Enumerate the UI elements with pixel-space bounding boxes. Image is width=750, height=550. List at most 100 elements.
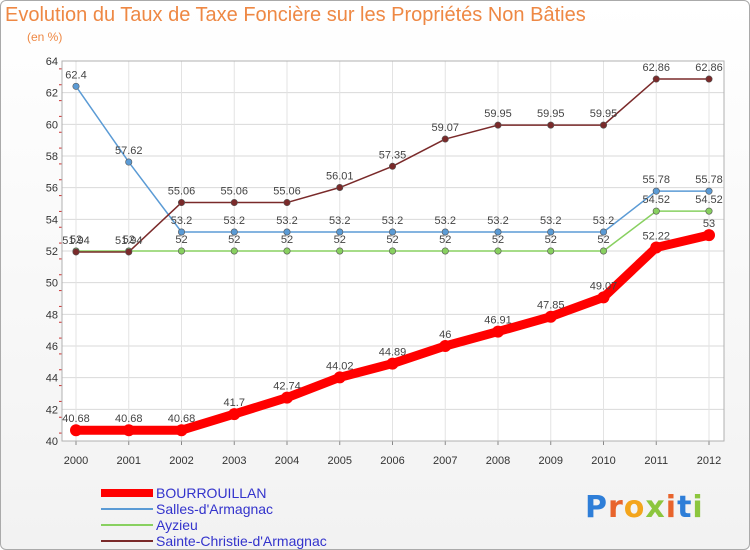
data-point — [178, 199, 186, 207]
y-tick-label: 50 — [46, 278, 58, 290]
data-point — [336, 247, 344, 255]
y-tick-label: 44 — [46, 373, 58, 385]
data-label: 53.2 — [487, 215, 508, 227]
legend-swatch — [101, 524, 153, 526]
data-label: 57.62 — [115, 145, 143, 157]
data-label: 40.68 — [62, 413, 90, 425]
y-tick-label: 46 — [46, 341, 58, 353]
data-label: 52 — [228, 234, 240, 246]
data-point — [599, 228, 607, 236]
data-point — [122, 424, 135, 437]
data-point — [705, 75, 713, 83]
data-point — [441, 135, 449, 143]
data-label: 55.78 — [642, 174, 670, 186]
legend-label: Sainte-Christie-d'Armagnac — [156, 533, 327, 549]
data-label: 53.2 — [329, 215, 350, 227]
data-point — [283, 247, 291, 255]
data-label: 52 — [334, 234, 346, 246]
data-label: 55.06 — [168, 186, 196, 198]
data-label: 52.22 — [642, 231, 670, 243]
data-label: 53 — [703, 218, 715, 230]
data-label: 44.02 — [326, 360, 354, 372]
data-point — [494, 247, 502, 255]
data-point — [652, 187, 660, 195]
data-label: 54.52 — [642, 194, 670, 206]
proxiti-logo: Proxiti — [585, 490, 704, 525]
x-tick-label: 2007 — [433, 455, 457, 467]
data-point — [703, 229, 715, 242]
x-tick-label: 2006 — [380, 455, 404, 467]
data-point — [283, 199, 291, 207]
data-label: 56.01 — [326, 171, 354, 183]
data-point — [125, 248, 133, 256]
data-label: 53.2 — [435, 215, 456, 227]
data-label: 52 — [281, 234, 293, 246]
y-tick-label: 42 — [46, 404, 58, 416]
data-labels: 51.94 51.94 55.06 55.06 55.06 56.01 57.35 59.07… — [62, 62, 723, 425]
y-tick-label: 54 — [46, 214, 58, 226]
data-label: 53.2 — [276, 215, 297, 227]
data-point — [230, 199, 238, 207]
data-label: 52 — [70, 234, 82, 246]
data-label: 49.07 — [590, 280, 618, 292]
data-label: 52 — [545, 234, 557, 246]
legend-label: Ayzieu — [156, 517, 198, 533]
data-label: 62.4 — [65, 69, 86, 81]
x-tick-label: 2009 — [539, 455, 563, 467]
y-tick-label: 62 — [46, 88, 58, 100]
data-label: 44.89 — [379, 347, 407, 359]
data-point — [228, 408, 241, 421]
data-label: 51.94 — [115, 235, 143, 247]
y-tick-label: 56 — [46, 183, 58, 195]
y-tick-label: 58 — [46, 151, 58, 163]
data-point — [388, 162, 396, 170]
data-point — [386, 357, 399, 370]
data-label: 52 — [175, 234, 187, 246]
y-tick-label: 40 — [46, 436, 58, 448]
logo-letter: t — [677, 490, 693, 525]
data-point — [705, 207, 713, 215]
data-label: 59.95 — [537, 108, 565, 120]
data-point — [72, 248, 80, 256]
data-label: 62.86 — [695, 62, 723, 74]
data-label: 52 — [492, 234, 504, 246]
legend-label: BOURROUILLAN — [156, 485, 267, 501]
data-label: 46 — [439, 329, 451, 341]
data-label: 54.52 — [695, 194, 723, 206]
data-point — [441, 228, 449, 236]
data-point — [547, 228, 555, 236]
axes: 40 42 44 46 48 50 52 54 56 58 60 62 64 2000 2001 2002 20… — [46, 56, 725, 467]
logo-letter: r — [608, 490, 624, 525]
data-point — [178, 228, 186, 236]
x-tick-label: 2010 — [591, 455, 615, 467]
data-label: 40.68 — [115, 413, 143, 425]
y-tick-label: 48 — [46, 309, 58, 321]
logo-letter: i — [692, 490, 704, 525]
data-label: 52 — [439, 234, 451, 246]
data-label: 47.85 — [537, 300, 565, 312]
data-point — [650, 241, 663, 254]
chart-subtitle: (en %) — [27, 30, 63, 44]
data-point — [547, 121, 555, 129]
data-label: 53.2 — [224, 215, 245, 227]
data-point — [283, 228, 291, 236]
data-point — [652, 207, 660, 215]
data-point — [597, 291, 610, 304]
data-point — [599, 247, 607, 255]
logo-letter: o — [623, 490, 646, 525]
data-label: 46.91 — [484, 315, 512, 327]
data-point — [72, 82, 80, 90]
data-point — [178, 247, 186, 255]
data-label: 53.2 — [382, 215, 403, 227]
x-tick-label: 2005 — [328, 455, 352, 467]
data-point — [175, 424, 188, 437]
x-tick-label: 2002 — [169, 455, 193, 467]
data-point — [439, 340, 452, 352]
logo-letter: i — [665, 490, 678, 525]
data-point — [336, 228, 344, 236]
x-tick-label: 2000 — [64, 455, 88, 467]
legend-swatch — [101, 508, 153, 510]
x-tick-label: 2001 — [117, 455, 141, 467]
